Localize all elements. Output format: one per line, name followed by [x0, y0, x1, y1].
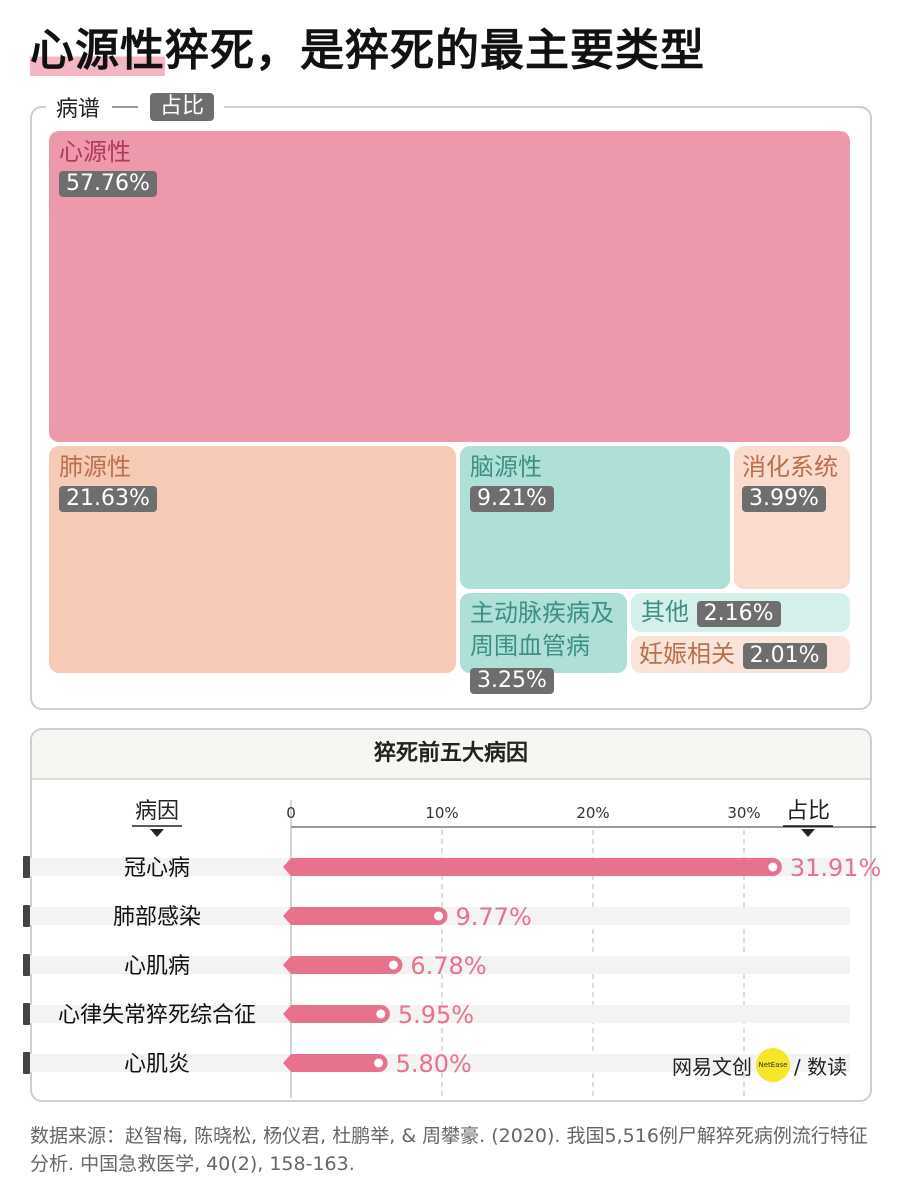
title-rest: 猝死，是猝死的最主要类型: [165, 25, 705, 76]
row-marker: [23, 1003, 30, 1025]
treemap-cell-aortic: 主动脉疾病及 周围血管病 3.25%: [460, 593, 627, 694]
cell-label: 心源性 57.76%: [59, 137, 157, 197]
logo-text: 网易文创: [672, 1054, 752, 1079]
cell-value-badge: 21.63%: [59, 486, 157, 512]
bar-chart-panel: 猝死前五大病因: [30, 728, 872, 1102]
row-marker: [23, 856, 30, 878]
treemap-cell-pulmonary: 肺源性 21.63%: [49, 446, 456, 673]
cell-label: 其他 2.16%: [641, 597, 781, 627]
bar-chart-title: 猝死前五大病因: [32, 730, 870, 780]
legend-label: 病谱: [56, 97, 101, 122]
cell-value-badge: 3.99%: [742, 486, 826, 512]
cell-value-badge: 3.25%: [470, 668, 554, 694]
cell-label: 消化系统 3.99%: [742, 453, 838, 512]
cell-label: 妊娠相关 2.01%: [639, 639, 827, 669]
cell-value-badge: 2.01%: [742, 643, 827, 669]
treemap-cell-cerebral: 脑源性 9.21%: [460, 446, 730, 589]
legend-dash: [112, 106, 139, 108]
title-highlight: 心源性: [30, 25, 165, 76]
cell-value-badge: 9.21%: [470, 486, 554, 512]
netease-logo: 网易文创 NetEase / 数读: [672, 1048, 847, 1082]
cell-label: 脑源性 9.21%: [470, 452, 554, 512]
logo-suffix: / 数读: [794, 1054, 848, 1079]
cell-value-badge: 57.76%: [59, 171, 157, 197]
treemap-cell-pregnancy: 妊娠相关 2.01%: [631, 636, 850, 673]
page-title: 心源性猝死，是猝死的最主要类型: [30, 14, 705, 78]
treemap-cell-cardiac: 心源性 57.76%: [49, 131, 850, 442]
legend-chip: 占比: [150, 93, 215, 121]
row-marker: [23, 905, 30, 927]
data-source: 数据来源：赵智梅, 陈晓松, 杨仪君, 杜鹏举, & 周攀豪. (2020). …: [30, 1125, 868, 1175]
cell-label: 主动脉疾病及 周围血管病 3.25%: [470, 599, 614, 694]
logo-badge-icon: NetEase: [756, 1048, 790, 1082]
treemap-cell-digestive: 消化系统 3.99%: [734, 446, 850, 589]
treemap-legend: 病谱 占比: [46, 92, 225, 122]
cell-value-badge: 2.16%: [696, 601, 781, 627]
cell-label: 肺源性 21.63%: [59, 452, 157, 512]
treemap-cell-other: 其他 2.16%: [631, 593, 850, 632]
row-marker: [23, 1052, 30, 1074]
row-marker: [23, 954, 30, 976]
